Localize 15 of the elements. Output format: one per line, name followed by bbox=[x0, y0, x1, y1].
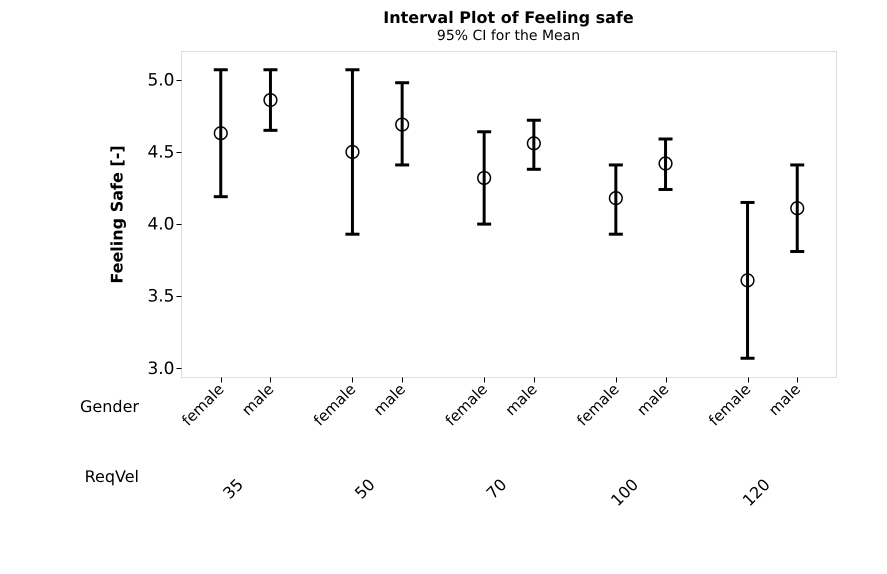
text: 120 bbox=[738, 474, 774, 510]
text: Gender bbox=[80, 397, 140, 416]
y-tick-label: 4.5 bbox=[147, 142, 174, 162]
y-tick-label: 3.5 bbox=[147, 286, 174, 307]
text: 50 bbox=[350, 474, 379, 503]
y-axis-title: Feeling Safe [-] bbox=[107, 145, 126, 284]
chart-title: Interval Plot of Feeling safe bbox=[383, 8, 634, 27]
y-tick-label: 5.0 bbox=[147, 70, 174, 90]
chart-subtitle: 95% CI for the Mean bbox=[436, 28, 580, 44]
text: 100 bbox=[607, 474, 642, 510]
text: ReqVel bbox=[84, 467, 139, 486]
y-tick-label: 3.0 bbox=[147, 358, 174, 379]
y-tick-label: 4.0 bbox=[147, 214, 174, 235]
text: 35 bbox=[219, 474, 247, 503]
text: 70 bbox=[482, 474, 510, 503]
